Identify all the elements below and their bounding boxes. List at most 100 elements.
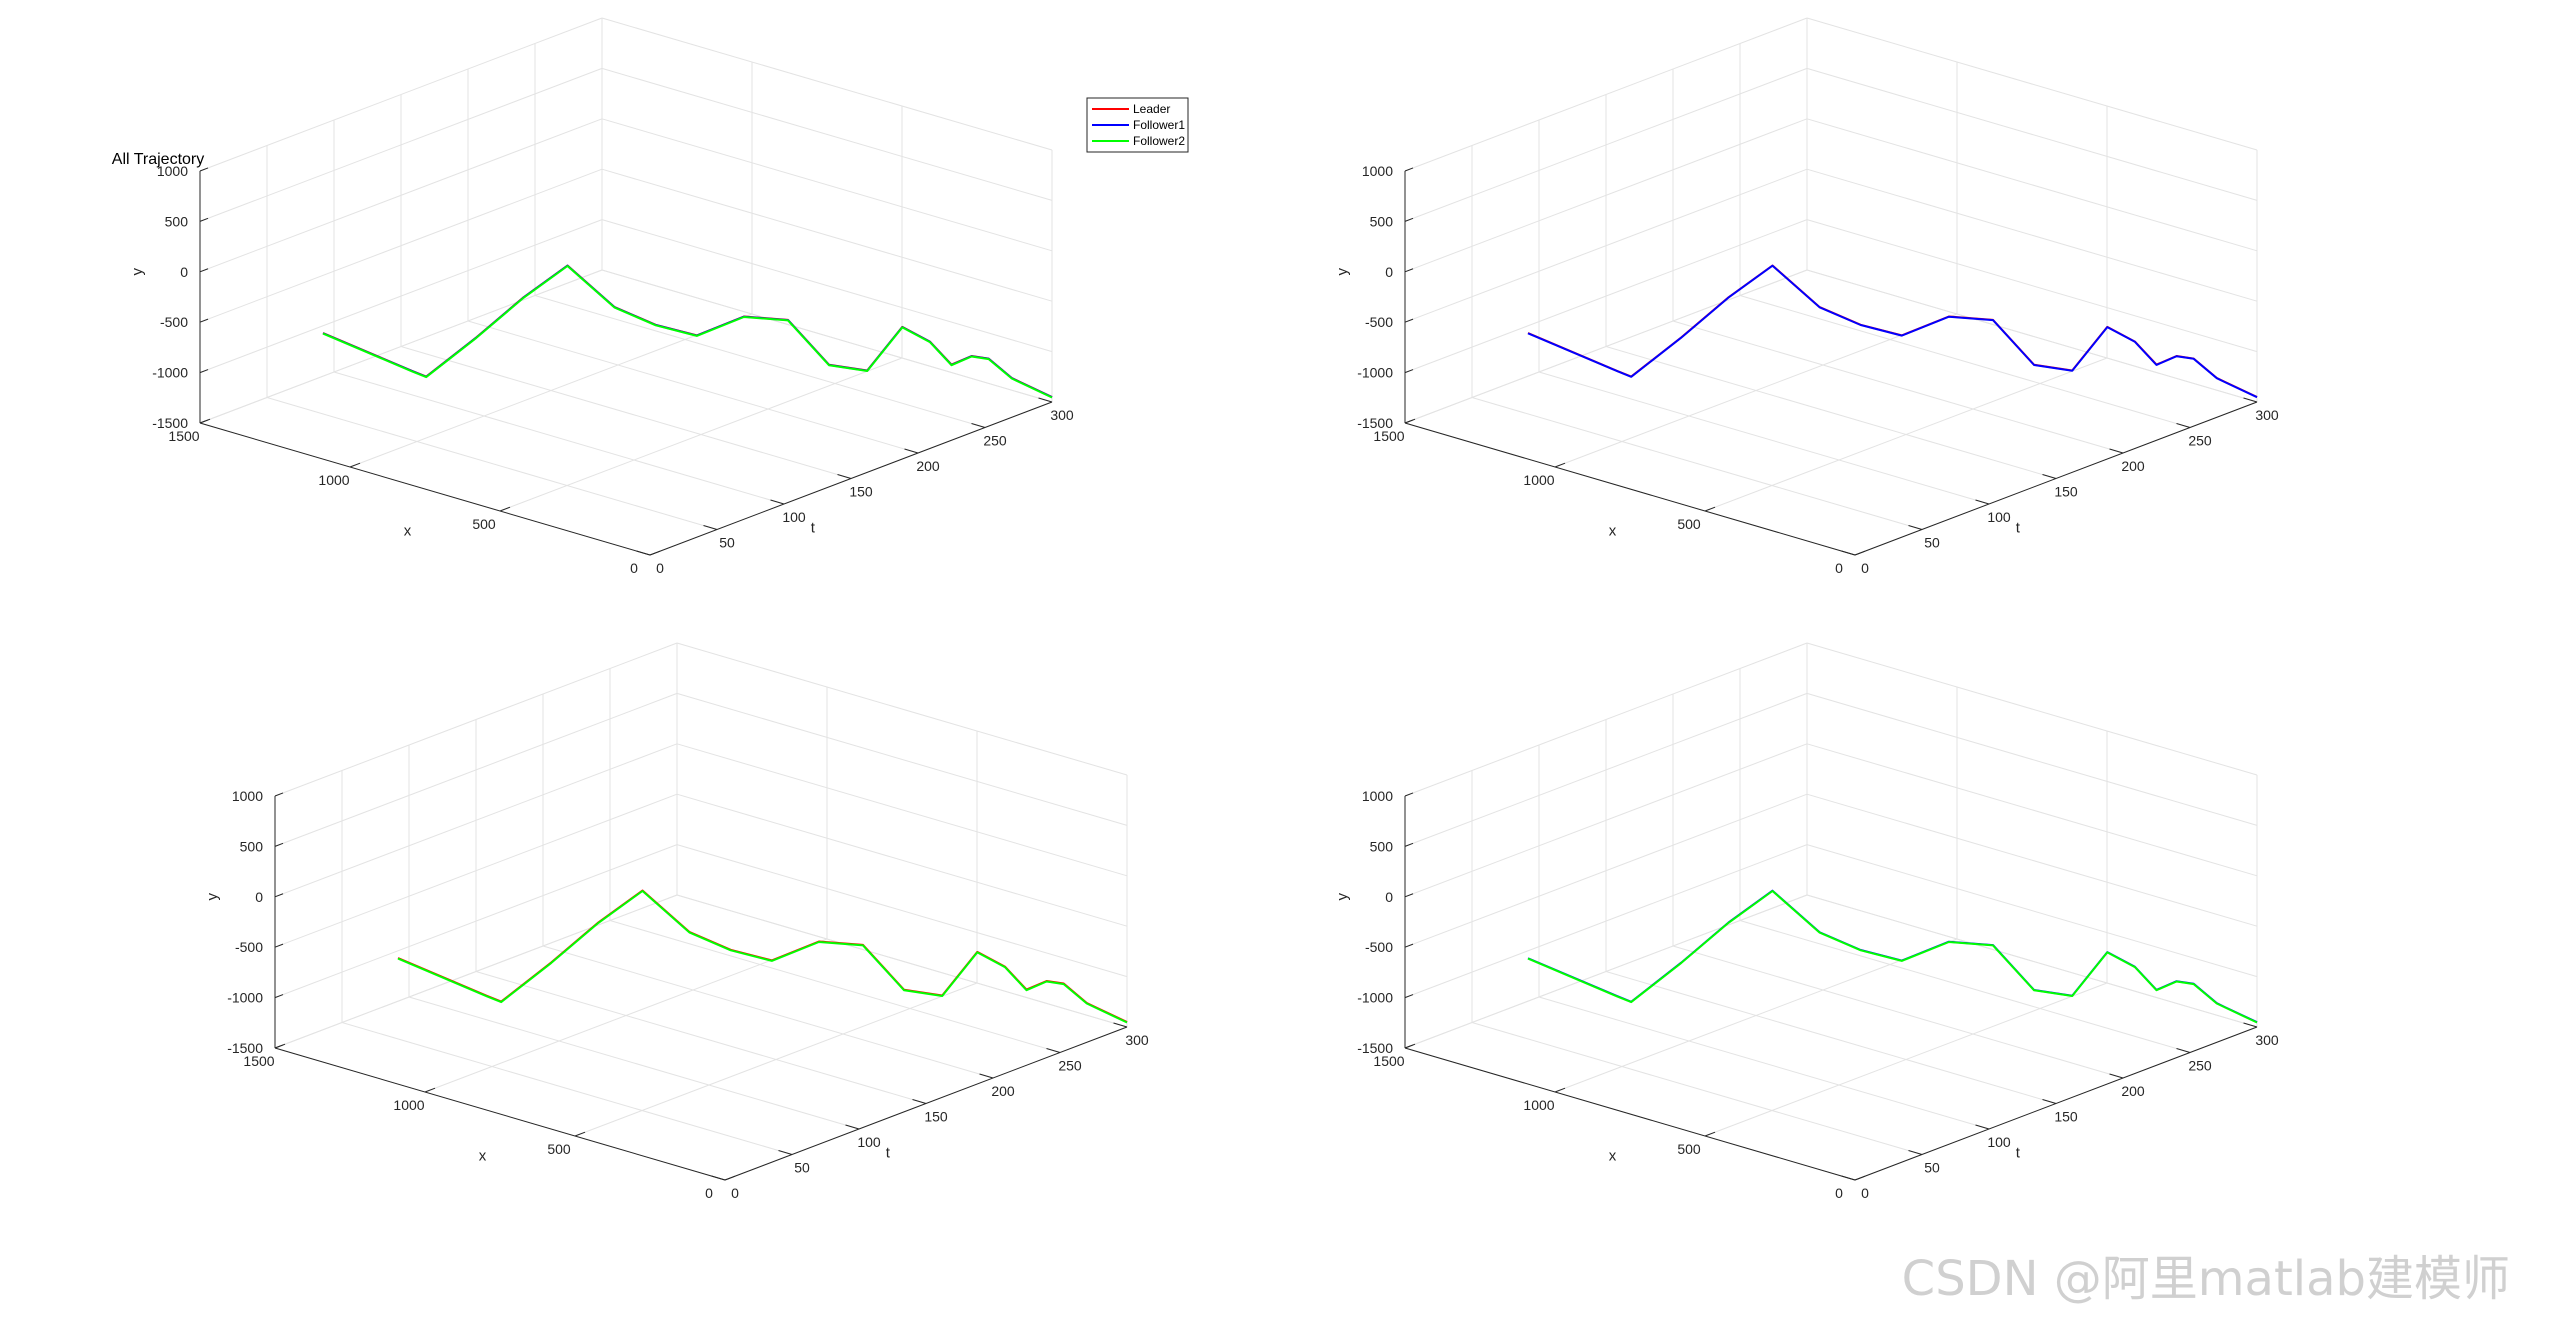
x-axis-label: x [404,523,412,540]
grid-line-floor-t [1538,996,1990,1130]
subplot-1: 0 50 100 150 200 250 300 0 500 1000 1500-1500 -1000… [112,17,1189,576]
grid-line-floor-t [266,397,718,530]
y-tick-label: -500 [1365,939,1393,955]
t-tick-label: 100 [782,509,806,525]
x-tick-label: 1000 [318,472,349,488]
grid-line-side-y [1806,642,2258,776]
grid-line-floor-t [408,996,860,1130]
y-tick-label: -500 [160,314,188,330]
grid-line-back-y [274,894,678,1049]
x-axis [199,422,651,556]
y-tick-label: 1000 [1362,163,1393,179]
x-tick [1854,550,1866,556]
x-tick [724,1175,736,1181]
y-tick [199,419,209,424]
axes [199,167,1053,556]
t-tick [1038,397,1053,403]
t-tick [1841,550,1856,556]
grid-line-floor-t [609,920,1061,1053]
subplot-grid: 050100150200250300050010001500-1500-1000… [112,17,2279,1201]
tick-labels: 0 50 100 150 200 250 300 0 500 1000 1500-1500 -1000… [129,163,1074,576]
grid-line-side-y [1806,219,2258,353]
y-tick [274,792,284,797]
grid-line-floor-t [475,971,927,1104]
t-tick [2042,474,2057,479]
x-axis-label: x [1609,523,1617,540]
grid-line-floor-t [1605,971,2057,1104]
grid-line-floor-t [1672,945,2124,1079]
grid-line-back-y [1404,692,1808,847]
y-tick-label: 0 [255,889,263,905]
t-axis-label: t [811,520,816,537]
legend-label: Follower2 [1133,134,1185,148]
grid-line-floor-t [467,320,919,454]
grid-line-side-y [1806,743,2258,877]
t-tick [778,1150,793,1155]
x-tick-label: 1000 [1523,472,1554,488]
t-tick-label: 300 [2255,407,2279,423]
y-tick-label: -1500 [1357,415,1393,431]
grid-line-floor-t [1538,371,1990,505]
series-group [322,264,1053,399]
grid-line-floor-t [1739,295,2191,428]
t-tick [1975,499,1990,505]
t-tick [912,1099,927,1104]
grid-line-back-y [1404,793,1808,948]
grid-line-side-y [1806,17,2258,151]
grid-lines [1404,17,2258,556]
grid-line-floor-t [1471,397,1923,530]
grid-line-floor-t [341,1022,793,1155]
grid-line-side-y [1806,67,2258,201]
y-tick [1404,268,1414,273]
y-tick-label: 0 [1385,889,1393,905]
grid-line-back-y [1404,17,1808,172]
x-tick-label: 1000 [393,1097,424,1113]
series-line-follower2 [1527,890,2258,1024]
y-tick-label: -1000 [227,990,263,1006]
grid-line-side-y [601,269,1053,403]
y-axis-label: y [129,268,146,276]
grid-line-back-y [274,692,678,847]
y-tick [1404,842,1414,847]
t-tick [2109,448,2124,454]
y-tick [274,893,284,898]
grid-line-side-y [676,743,1128,877]
grid-line-back-y [199,67,603,222]
y-tick [274,1044,284,1049]
y-tick [1404,943,1414,948]
legend: Leader Follower1 Follower2 [1086,97,1189,153]
y-tick [199,217,209,222]
chart-title: All Trajectory [112,151,204,168]
y-tick [1404,994,1414,999]
x-tick-label: 1500 [1373,428,1404,444]
x-tick [499,506,511,512]
t-tick [770,499,785,505]
y-axis-label: y [1334,268,1351,276]
t-tick [2176,1048,2191,1053]
t-tick-label: 250 [2188,1058,2212,1074]
y-tick [1404,318,1414,323]
series-line-follower2 [397,890,1128,1024]
y-tick [199,369,209,374]
x-axis [1404,1047,1856,1181]
grid-line-side-y [1806,692,2258,826]
x-tick-label: 500 [1677,516,1701,532]
t-tick [636,550,651,556]
t-tick [2109,1073,2124,1079]
grid-line-back-y [274,844,678,999]
y-tick [1404,369,1414,374]
tick-labels: 0 50 100 150 200 250 300 0 500 1000 1500-1500 -1000… [1334,163,2279,576]
x-tick-label: 500 [472,516,496,532]
x-tick [574,1131,586,1137]
grid-line-back-y [274,642,678,797]
subplot-3: 0 50 100 150 200 250 300 0 500 1000 1500-1500 -1000… [204,642,1149,1201]
y-tick-label: -1000 [1357,990,1393,1006]
grid-line-side-y [1806,269,2258,403]
axes [1404,167,2258,556]
y-tick-label: -500 [1365,314,1393,330]
y-tick [1404,167,1414,172]
grid-line-side-y [676,844,1128,978]
y-tick-label: 0 [1385,264,1393,280]
x-axis [274,1047,726,1181]
